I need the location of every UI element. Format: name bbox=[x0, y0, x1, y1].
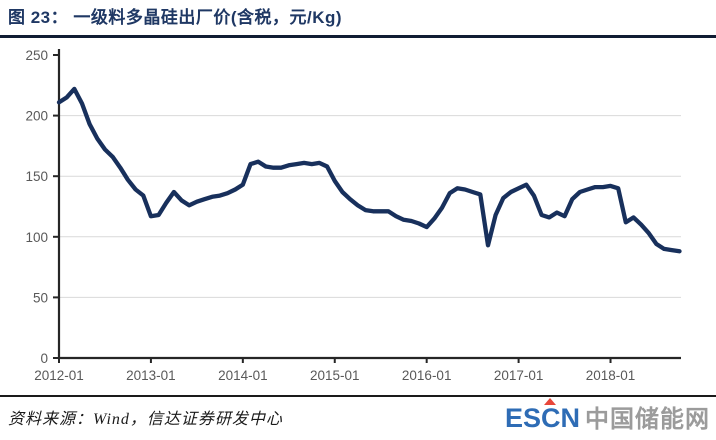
x-tick-label-2015-01: 2015-01 bbox=[310, 368, 360, 383]
x-tick-label-2013-01: 2013-01 bbox=[126, 368, 176, 383]
y-tick-label-150: 150 bbox=[25, 169, 48, 184]
figure-title: 图 23： 一级料多晶硅出厂价(含税，元/Kg) bbox=[8, 8, 343, 27]
x-tick-label-2017-01: 2017-01 bbox=[494, 368, 544, 383]
escn-letter-n: N bbox=[560, 403, 581, 433]
figure-footer: 资料来源：Wind，信达证券研发中心 ES C N 中国储能网 bbox=[0, 395, 716, 436]
escn-chinese-name: 中国储能网 bbox=[585, 406, 710, 433]
x-tick-label-2012-01: 2012-01 bbox=[34, 368, 84, 383]
x-tick-label-2018-01: 2018-01 bbox=[586, 368, 636, 383]
y-tick-label-100: 100 bbox=[25, 230, 48, 245]
escn-logo: ES C N 中国储能网 bbox=[504, 398, 710, 434]
x-tick-label-2016-01: 2016-01 bbox=[402, 368, 452, 383]
y-tick-label-250: 250 bbox=[25, 48, 48, 63]
price-series-line bbox=[56, 86, 682, 254]
escn-letter-c: C bbox=[541, 398, 561, 434]
price-line-chart: 0 50 100 150 200 250 2012-01 2013-01 2014-01 2015… bbox=[25, 48, 682, 383]
chart-axes bbox=[57, 49, 681, 360]
escn-caret-icon bbox=[544, 398, 556, 405]
escn-letters-es: ES bbox=[504, 403, 541, 433]
x-tick-label-2014-01: 2014-01 bbox=[218, 368, 268, 383]
data-source-note: 资料来源：Wind，信达证券研发中心 bbox=[8, 410, 283, 428]
figure-header: 图 23： 一级料多晶硅出厂价(含税，元/Kg) bbox=[0, 0, 716, 38]
escn-wordmark: ES C N bbox=[504, 398, 581, 434]
y-tick-label-200: 200 bbox=[25, 109, 48, 124]
y-tick-label-0: 0 bbox=[40, 351, 48, 366]
y-tick-label-50: 50 bbox=[33, 290, 48, 305]
